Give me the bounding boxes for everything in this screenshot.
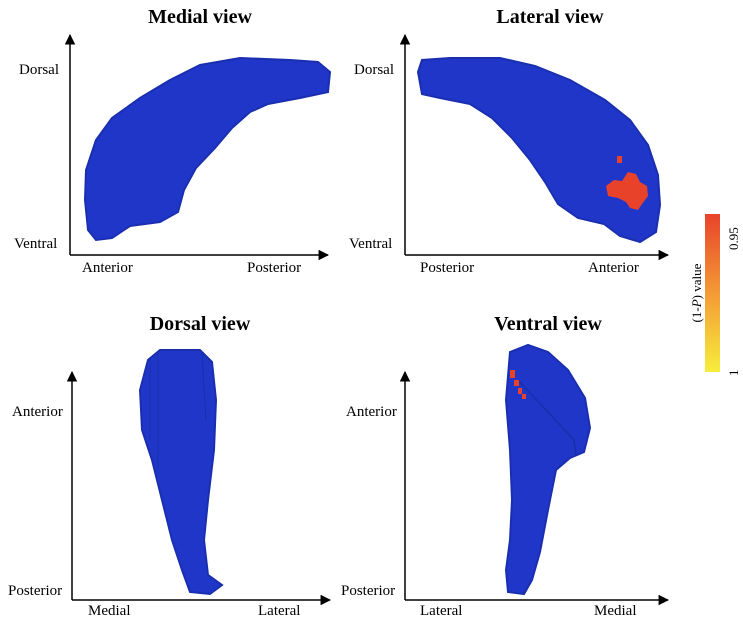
lateral-structure: [416, 57, 662, 244]
lateral-x-right-label: Anterior: [588, 260, 639, 276]
dorsal-axes: [66, 370, 332, 606]
lateral-view-title: Lateral view: [496, 6, 604, 28]
ventral-significant-spots: [510, 370, 526, 399]
colorbar-top-value: 0.95: [726, 227, 741, 250]
dorsal-x-right-label: Lateral: [258, 603, 301, 619]
ventral-view-title: Ventral view: [494, 313, 602, 335]
dorsal-y-bottom-label: Posterior: [8, 583, 63, 599]
ventral-axes: [399, 370, 670, 606]
dorsal-layer-edges: [149, 351, 207, 470]
medial-y-bottom-label: Ventral: [14, 236, 58, 252]
ventral-x-right-label: Medial: [594, 603, 637, 619]
medial-x-right-label: Posterior: [247, 260, 302, 276]
colorbar-bottom-value: 1: [726, 369, 741, 377]
lateral-y-bottom-label: Ventral: [349, 236, 393, 252]
ventral-y-bottom-label: Posterior: [341, 583, 396, 599]
lateral-y-top-label: Dorsal: [354, 62, 394, 78]
ventral-x-left-label: Lateral: [420, 603, 463, 619]
ventral-inner-ridge: [517, 379, 577, 457]
medial-view-title: Medial view: [148, 6, 252, 28]
lateral-axes: [399, 33, 670, 261]
dorsal-x-left-label: Medial: [88, 603, 131, 619]
lateral-significant-spot: [617, 156, 622, 163]
colorbar-label: (1-P) value: [689, 263, 704, 323]
dorsal-structure: [138, 349, 224, 596]
medial-x-left-label: Anterior: [82, 260, 133, 276]
lateral-significant-cluster: [606, 172, 648, 210]
medial-structure: [83, 56, 332, 242]
dorsal-y-top-label: Anterior: [12, 404, 63, 420]
medial-y-top-label: Dorsal: [19, 62, 59, 78]
medial-axes: [64, 33, 330, 261]
ventral-y-top-label: Anterior: [346, 404, 397, 420]
lateral-x-left-label: Posterior: [420, 260, 475, 276]
ventral-structure: [504, 343, 592, 596]
colorbar-gradient: [705, 214, 720, 372]
dorsal-view-title: Dorsal view: [149, 313, 251, 335]
